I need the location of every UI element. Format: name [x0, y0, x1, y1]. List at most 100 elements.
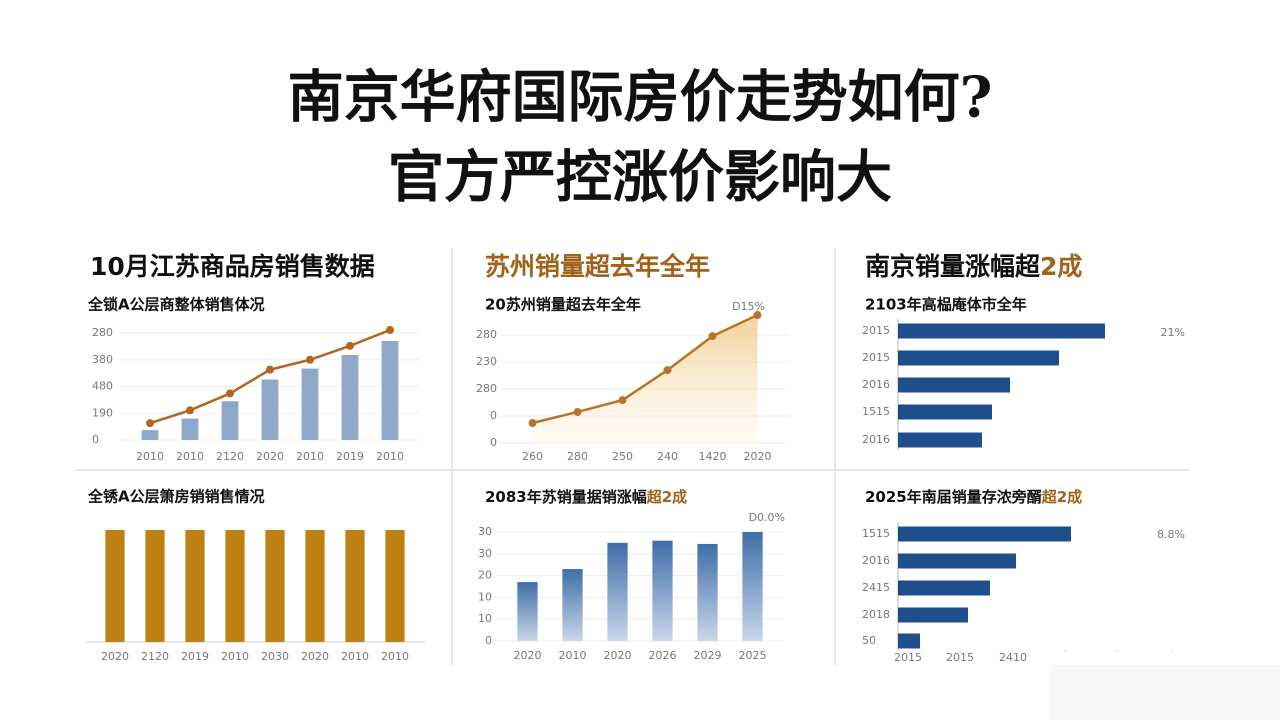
point	[708, 332, 717, 341]
heading-part: 10月江苏商品房销售数据	[90, 252, 375, 281]
bar	[898, 553, 1016, 569]
y-tick-label: 190	[92, 406, 113, 419]
y-tick-label: 280	[476, 382, 497, 395]
x-tick-label: 2010	[296, 450, 324, 463]
y-tick-label: 10	[478, 590, 492, 603]
y-tick-label: 1515	[862, 405, 890, 418]
x-tick-label: 2015	[894, 651, 922, 664]
x-tick-label: 2410	[999, 651, 1027, 664]
bar	[345, 530, 365, 642]
chart-subtitle: 全锁A公层商整体销售体况	[87, 296, 265, 314]
x-tick-label: 2020	[744, 450, 772, 463]
area	[532, 315, 758, 443]
bar	[385, 530, 405, 642]
x-tick-label: 2120	[141, 650, 169, 663]
title-line: 南京华府国际房价走势如何?	[288, 65, 993, 131]
y-tick-label: 0	[490, 436, 497, 449]
point	[306, 355, 314, 364]
bar	[265, 530, 285, 642]
bar	[898, 432, 982, 448]
x-tick-label: 2029	[694, 649, 722, 662]
point	[266, 365, 274, 374]
chart-subtitle-part: 2083年苏销量据销涨幅	[485, 488, 647, 506]
bar	[898, 404, 992, 420]
y-tick-label: 480	[92, 380, 113, 393]
bar	[898, 377, 1010, 393]
x-tick-label: 2020	[514, 649, 542, 662]
chart-subtitle: 2083年苏销量据销涨幅超2成	[485, 488, 687, 506]
x-tick-label: 2010	[559, 649, 587, 662]
annotation: D15%	[732, 300, 765, 313]
bar	[898, 580, 990, 596]
bar	[898, 526, 1071, 542]
y-tick-label: 2415	[862, 581, 890, 594]
x-tick-label: 1420	[699, 450, 727, 463]
point	[386, 326, 394, 335]
y-tick-label: 10	[478, 612, 492, 625]
bar	[898, 350, 1059, 366]
bar	[221, 401, 239, 440]
heading-part: 南京销量涨幅超	[865, 252, 1041, 281]
x-tick-label: 2020	[256, 450, 284, 463]
y-tick-label: 20	[478, 569, 492, 582]
bar	[301, 368, 319, 440]
bar	[181, 418, 199, 440]
x-tick-label: 2010	[376, 450, 404, 463]
x-tick-label: 2025	[739, 649, 767, 662]
y-tick-label: 30	[478, 547, 492, 560]
bar	[652, 540, 673, 641]
y-tick-label: 2018	[862, 608, 890, 621]
x-tick-label: 2010	[341, 650, 369, 663]
bar	[697, 543, 718, 641]
x-tick-label: 2020	[604, 649, 632, 662]
bar	[105, 530, 125, 642]
bar	[305, 530, 325, 642]
chart-subtitle: 2103年高榀庵体市全年	[865, 296, 1027, 314]
point	[186, 406, 194, 415]
heading-part: 苏州销量超去年全年	[485, 252, 710, 281]
y-tick-label: 2016	[862, 433, 890, 446]
bar	[898, 607, 968, 623]
bar	[145, 530, 165, 642]
y-tick-label: 2015	[862, 351, 890, 364]
bar	[341, 354, 359, 440]
point	[146, 419, 154, 428]
y-tick-label: 2015	[862, 324, 890, 337]
chart-subtitle: 20苏州销量超去年全年	[485, 296, 641, 314]
y-tick-label: 280	[476, 328, 497, 341]
x-tick-label: 2026	[649, 649, 677, 662]
x-tick-label: 2020	[101, 650, 129, 663]
x-tick-label: 2010	[176, 450, 204, 463]
y-tick-label: 1515	[862, 527, 890, 540]
bar	[381, 341, 399, 440]
chart-subtitle: 全锈A公层箫房销销售情况	[87, 488, 265, 506]
x-tick-label: 280	[567, 450, 588, 463]
x-tick-label: 240	[657, 450, 678, 463]
watermark-blur	[1050, 665, 1280, 720]
bar	[185, 530, 205, 642]
y-tick-label: 230	[476, 355, 497, 368]
point	[573, 407, 582, 416]
x-tick-label: 2030	[261, 650, 289, 663]
annotation: D0.0%	[749, 511, 785, 524]
y-tick-label: 0	[92, 433, 99, 446]
y-tick-label: 380	[92, 353, 113, 366]
section-heading: 苏州销量超去年全年	[485, 252, 710, 281]
x-tick-label: 2020	[301, 650, 329, 663]
annotation: 8.8%	[1157, 528, 1185, 541]
y-tick-label: 30	[478, 525, 492, 538]
x-tick-label: 2019	[336, 450, 364, 463]
chart-subtitle-part: 超2成	[1041, 488, 1082, 506]
bar	[898, 323, 1105, 339]
x-tick-label: 2015	[946, 651, 974, 664]
chart-subtitle-part: 超2成	[646, 488, 687, 506]
chart-subtitle: 2025年南届销量存浓旁醑超2成	[865, 488, 1082, 506]
point	[346, 341, 354, 350]
x-tick-label: 2019	[181, 650, 209, 663]
point	[226, 389, 234, 398]
x-tick-label: 2010	[381, 650, 409, 663]
bar	[517, 582, 538, 641]
bar	[607, 542, 628, 641]
x-tick-label: 250	[612, 450, 633, 463]
